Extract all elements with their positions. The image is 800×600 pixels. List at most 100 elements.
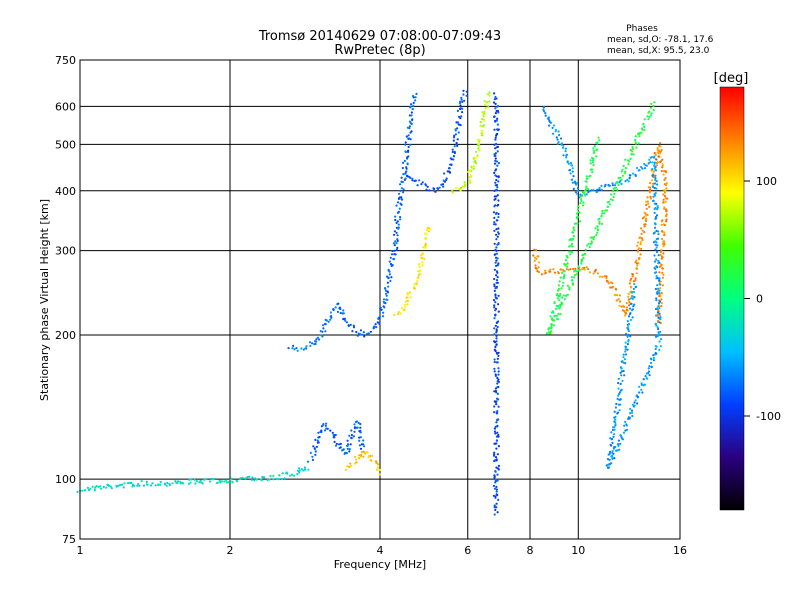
echo-point bbox=[384, 287, 387, 290]
echo-point bbox=[634, 135, 637, 138]
echo-point bbox=[244, 477, 247, 480]
x-tick-label: 8 bbox=[527, 544, 534, 557]
echo-point bbox=[655, 258, 658, 261]
echo-point bbox=[544, 269, 547, 272]
echo-point bbox=[625, 308, 629, 311]
echo-point bbox=[625, 306, 629, 309]
echo-point bbox=[652, 185, 655, 189]
echo-point bbox=[665, 210, 668, 213]
echo-point bbox=[598, 222, 601, 225]
echo-point bbox=[635, 146, 638, 149]
echo-point bbox=[461, 100, 464, 103]
echo-point bbox=[584, 248, 587, 251]
stats-o-mode: mean, sd,O: -78.1, 17.6 bbox=[607, 35, 714, 45]
echo-point bbox=[561, 271, 564, 274]
echo-point bbox=[643, 231, 646, 234]
echo-point bbox=[210, 477, 213, 480]
x-axis-label: Frequency [MHz] bbox=[334, 558, 426, 571]
echo-point bbox=[637, 169, 640, 172]
echo-point bbox=[493, 327, 496, 330]
echo-point bbox=[560, 143, 563, 146]
echo-point bbox=[316, 439, 319, 442]
echo-point bbox=[495, 286, 498, 289]
echo-point bbox=[629, 174, 632, 177]
echo-point bbox=[634, 279, 637, 282]
echo-point bbox=[646, 200, 650, 203]
echo-point bbox=[608, 458, 611, 461]
echo-point bbox=[497, 294, 500, 297]
echo-point bbox=[378, 321, 381, 324]
echo-point bbox=[605, 464, 608, 467]
echo-point bbox=[573, 273, 577, 276]
echo-point bbox=[653, 260, 657, 263]
echo-point bbox=[497, 212, 500, 216]
echo-point bbox=[399, 218, 402, 221]
echo-point bbox=[426, 185, 429, 188]
echo-point bbox=[407, 145, 410, 149]
echo-point bbox=[621, 360, 624, 363]
echo-point bbox=[386, 298, 389, 301]
echo-point bbox=[624, 180, 627, 183]
echo-point bbox=[565, 156, 568, 159]
echo-point bbox=[660, 237, 664, 241]
echo-point bbox=[414, 99, 417, 102]
echo-point bbox=[595, 148, 599, 151]
echo-point bbox=[561, 296, 564, 299]
echo-point bbox=[359, 426, 362, 429]
echo-point bbox=[658, 279, 661, 282]
echo-point bbox=[465, 94, 468, 97]
echo-point bbox=[570, 276, 574, 279]
echo-point bbox=[619, 389, 623, 392]
echo-point bbox=[399, 215, 402, 219]
echo-point bbox=[494, 138, 497, 141]
echo-point bbox=[620, 370, 623, 373]
echo-point bbox=[438, 186, 441, 189]
echo-point bbox=[482, 124, 485, 127]
echo-point bbox=[413, 283, 416, 286]
echo-point bbox=[478, 138, 481, 142]
echo-point bbox=[612, 190, 615, 193]
echo-point bbox=[348, 434, 351, 437]
echo-point bbox=[638, 385, 641, 388]
echo-point bbox=[494, 204, 497, 207]
echo-point bbox=[618, 304, 621, 307]
echo-point bbox=[656, 276, 659, 280]
echo-point bbox=[494, 159, 497, 162]
echo-point bbox=[665, 218, 668, 221]
echo-point bbox=[459, 104, 462, 107]
echo-point bbox=[303, 466, 306, 469]
echo-point bbox=[661, 242, 665, 245]
echo-point bbox=[415, 92, 418, 95]
echo-point bbox=[586, 188, 590, 191]
echo-point bbox=[495, 219, 498, 222]
echo-point bbox=[146, 483, 149, 486]
echo-point bbox=[583, 266, 586, 269]
echo-point bbox=[581, 253, 585, 256]
echo-point bbox=[537, 266, 540, 269]
echo-point bbox=[495, 168, 498, 171]
echo-point bbox=[353, 427, 357, 430]
echo-point bbox=[660, 305, 663, 308]
echo-point bbox=[395, 231, 398, 234]
echo-point bbox=[619, 300, 622, 303]
echo-point bbox=[272, 474, 275, 477]
echo-point bbox=[388, 273, 391, 276]
echo-point bbox=[601, 275, 604, 278]
echo-point bbox=[494, 432, 497, 435]
echo-point bbox=[631, 290, 634, 294]
echo-point bbox=[102, 485, 105, 488]
echo-point bbox=[663, 178, 666, 181]
echo-point bbox=[495, 249, 498, 252]
echo-point bbox=[496, 123, 499, 126]
echo-point bbox=[621, 438, 625, 441]
echo-point bbox=[658, 265, 661, 269]
echo-point bbox=[659, 316, 662, 319]
echo-point bbox=[636, 166, 639, 170]
echo-point bbox=[551, 132, 555, 135]
echo-point bbox=[622, 431, 626, 434]
echo-point bbox=[496, 257, 499, 260]
echo-point bbox=[359, 447, 363, 450]
echo-point bbox=[402, 161, 405, 164]
echo-point bbox=[481, 111, 484, 114]
echo-point bbox=[664, 215, 668, 218]
